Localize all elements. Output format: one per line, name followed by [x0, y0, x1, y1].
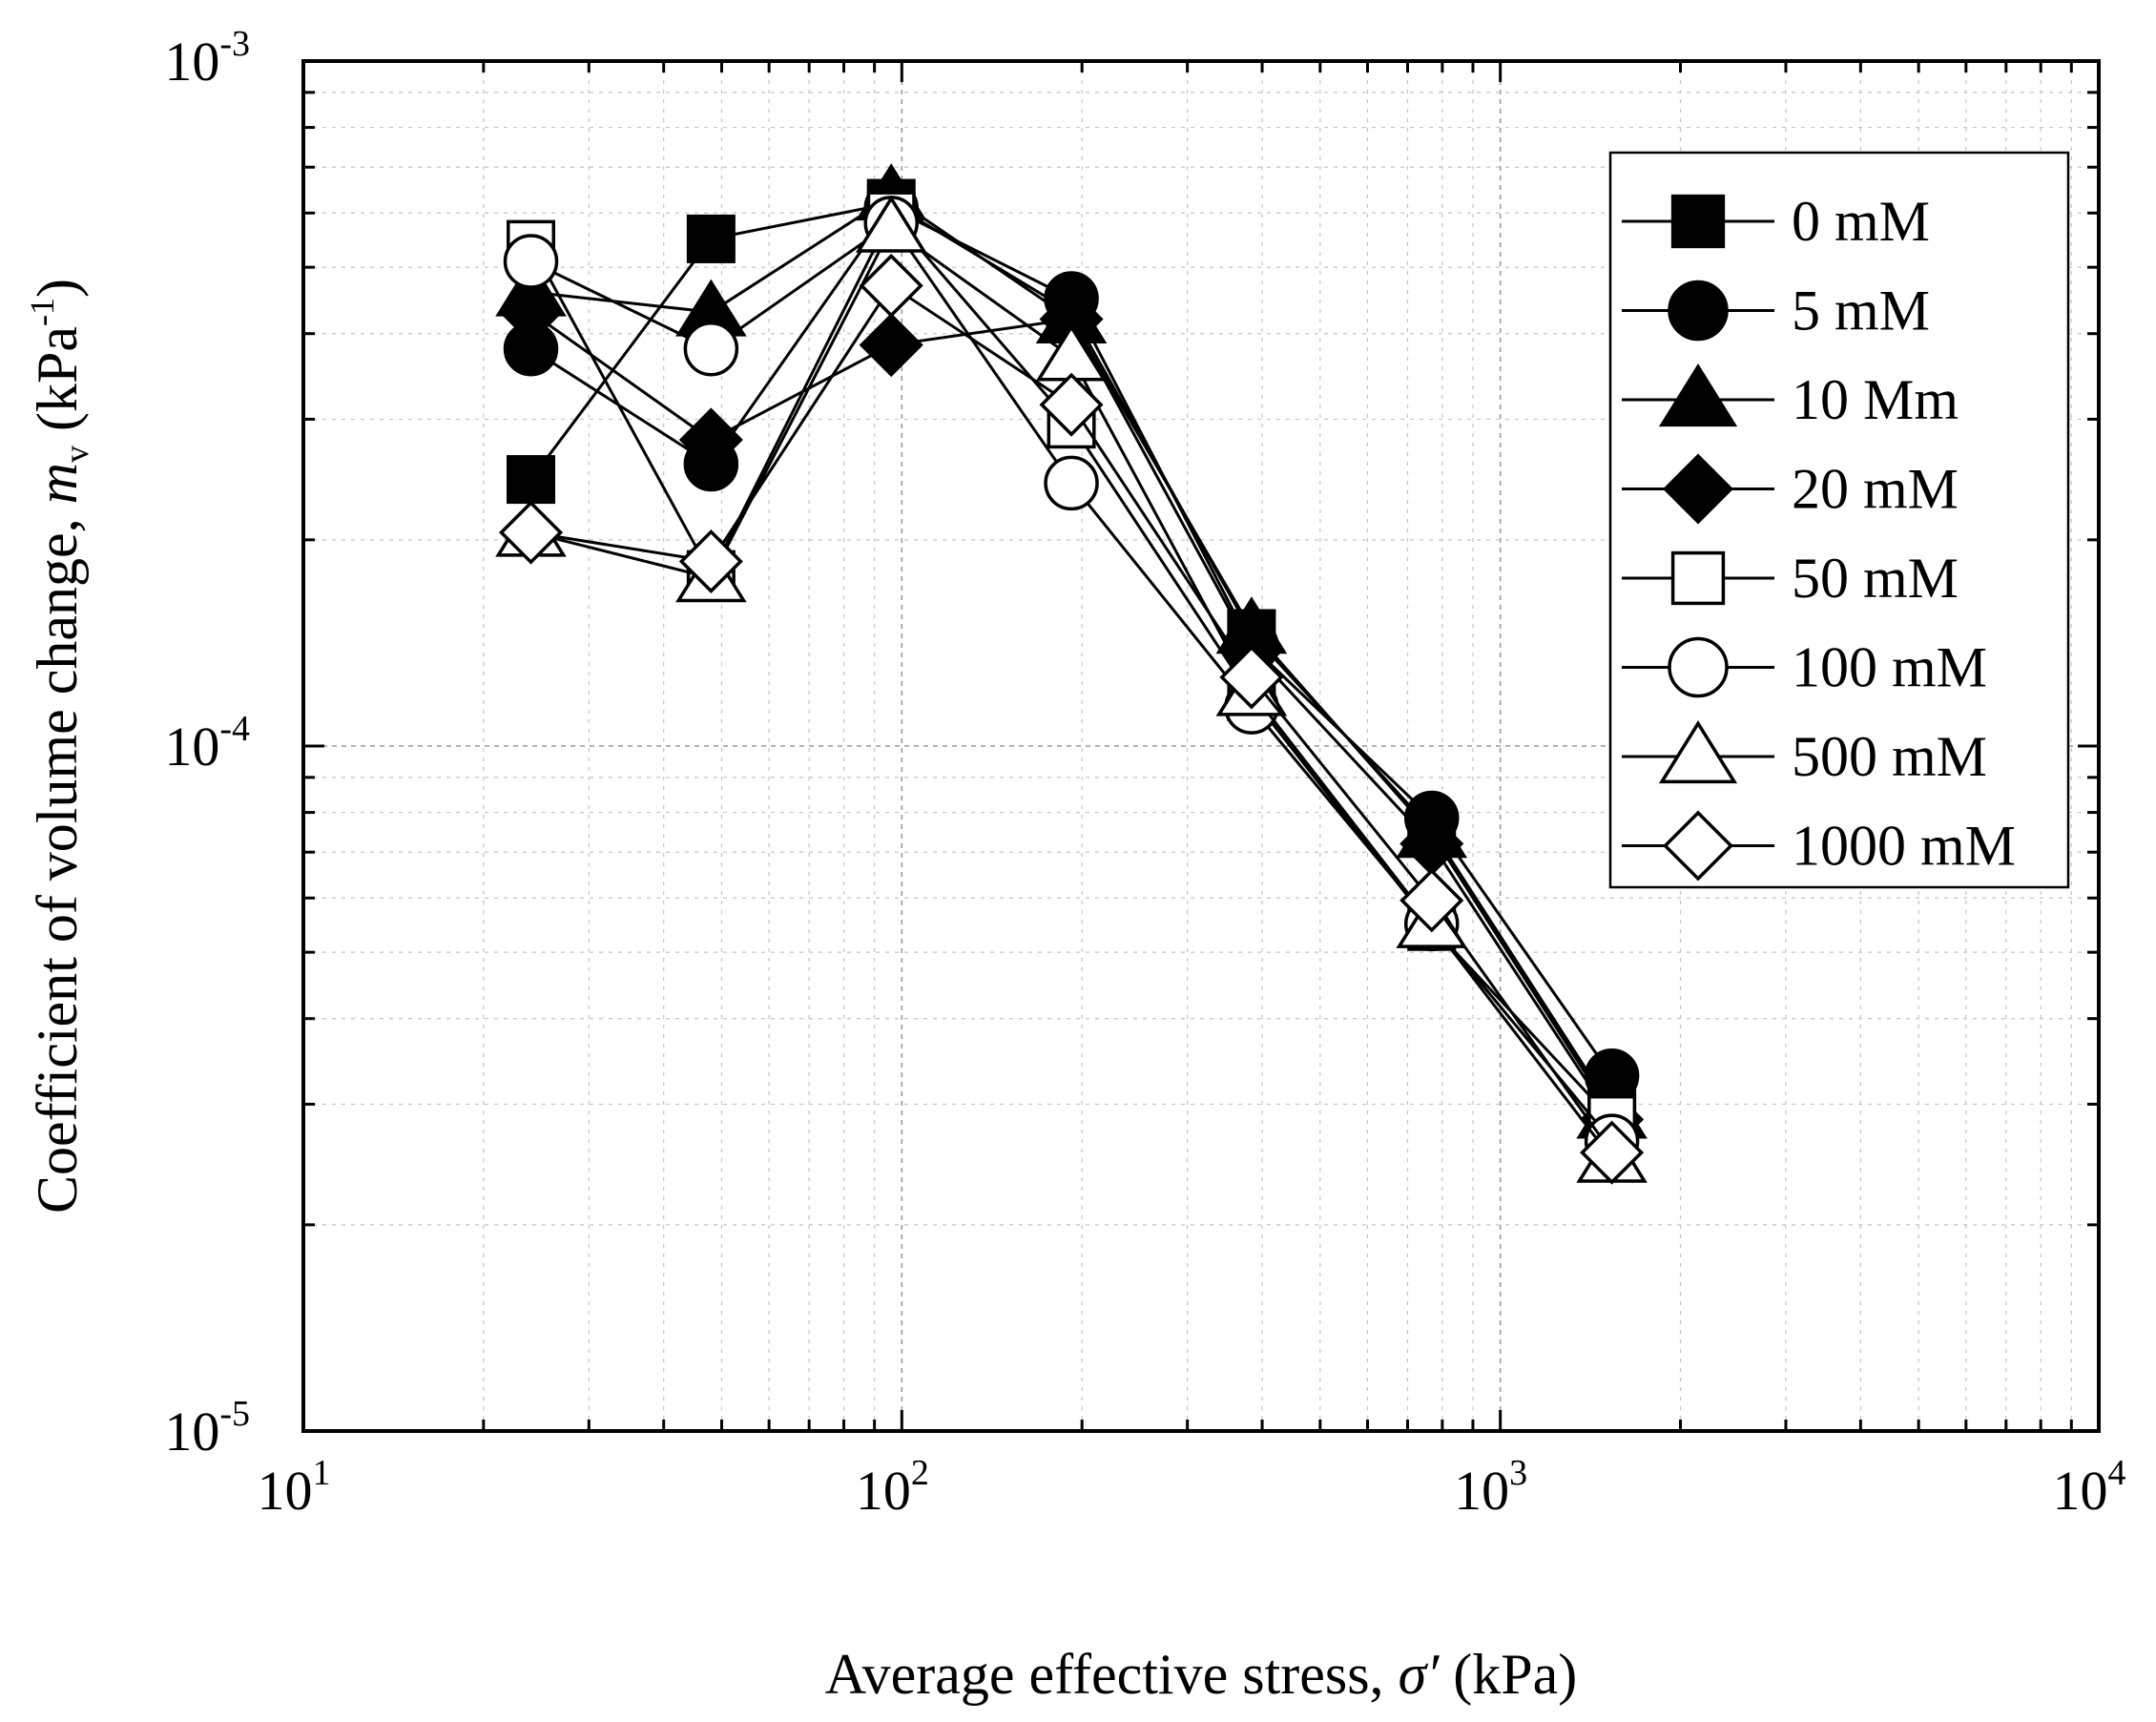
- legend-marker: [1663, 453, 1733, 525]
- legend-item: 5 mM: [1622, 280, 1930, 342]
- data-point: [1399, 868, 1464, 933]
- data-point: [855, 195, 927, 253]
- data-point: [1044, 455, 1099, 511]
- legend-label: 1000 mM: [1792, 815, 2016, 878]
- legend-label: 50 mM: [1792, 547, 1959, 610]
- legend-label: 5 mM: [1792, 280, 1930, 342]
- y-axis-tick-labels: 10-5 10-4 10-3: [164, 24, 250, 1463]
- legend-marker: [1670, 194, 1726, 249]
- data-point: [859, 313, 923, 378]
- data-point: [498, 280, 564, 344]
- data-point: [678, 529, 743, 594]
- y-tick-label: 10-3: [164, 24, 250, 93]
- y-tick-label: 10-5: [164, 1394, 250, 1463]
- y-tick-label: 10-4: [164, 709, 250, 778]
- series-layer: [495, 163, 1648, 1185]
- legend-marker: [1663, 810, 1733, 882]
- y-axis-title: Coefficient of volume change, mv (kPa-1): [23, 279, 95, 1214]
- legend-item: 500 mM: [1622, 720, 1987, 788]
- legend-item: 100 mM: [1622, 636, 1987, 699]
- legend-item: 1000 mM: [1622, 810, 2016, 882]
- x-axis-tick-labels: 101 102 103 104: [258, 1453, 2126, 1522]
- data-point: [507, 455, 556, 505]
- x-tick-label: 101: [258, 1453, 331, 1522]
- legend-marker: [1668, 636, 1729, 698]
- legend-item: 50 mM: [1622, 547, 1959, 610]
- x-axis-title: Average effective stress, σ′ (kPa): [825, 1643, 1578, 1706]
- legend-item: 0 mM: [1622, 190, 1930, 253]
- data-point: [1580, 1120, 1645, 1185]
- legend-label: 500 mM: [1792, 725, 1987, 788]
- x-tick-label: 104: [2053, 1453, 2126, 1522]
- grid: [303, 61, 2099, 1431]
- legend-label: 10 Mm: [1792, 368, 1959, 431]
- legend-label: 0 mM: [1792, 190, 1930, 253]
- legend-item: 20 mM: [1622, 453, 1959, 525]
- data-point: [498, 500, 564, 565]
- data-point: [1219, 645, 1284, 710]
- legend: 0 mM 5 mM 10 Mm 20 mM 50 mM 100 mM 500 mM 1000 …: [1608, 151, 2070, 889]
- legend-marker: [1670, 550, 1726, 606]
- legend-label: 20 mM: [1792, 458, 1959, 521]
- series-1000-mm: [498, 253, 1645, 1185]
- legend-label: 100 mM: [1792, 636, 1987, 699]
- data-point: [686, 214, 736, 263]
- legend-marker: [1668, 280, 1729, 342]
- legend-marker: [1658, 363, 1738, 427]
- x-tick-label: 103: [1454, 1453, 1527, 1522]
- data-point: [1039, 372, 1104, 437]
- data-point: [683, 321, 739, 377]
- data-point: [678, 407, 743, 472]
- x-tick-label: 102: [856, 1453, 929, 1522]
- data-point: [859, 253, 923, 318]
- data-point: [503, 234, 559, 289]
- legend-marker: [1658, 720, 1738, 784]
- legend-item: 10 Mm: [1622, 363, 1959, 431]
- axis-ticks: [301, 59, 2101, 1433]
